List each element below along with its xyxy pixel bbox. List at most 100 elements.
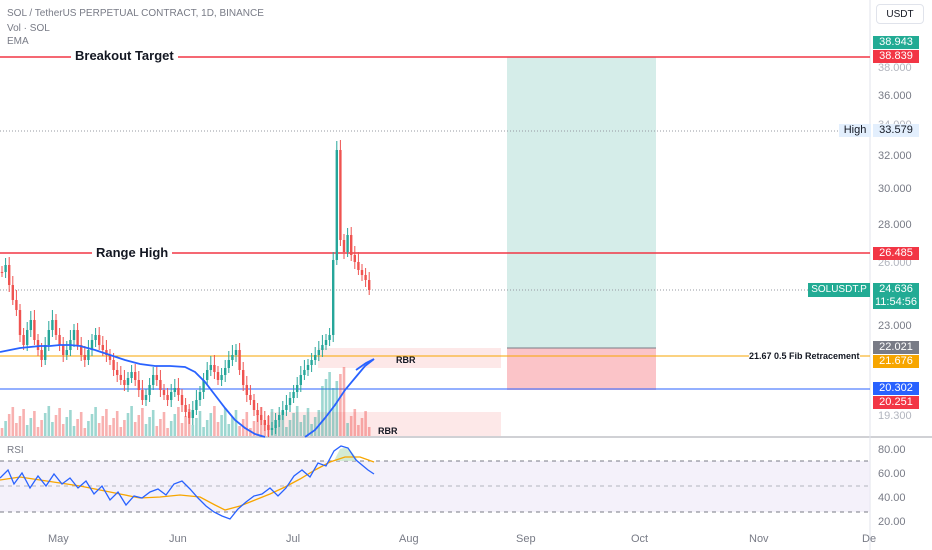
volume-bar bbox=[313, 417, 317, 436]
candle-body bbox=[51, 320, 54, 330]
candle-body bbox=[65, 350, 68, 355]
candle-body bbox=[310, 360, 313, 365]
high-label: High bbox=[839, 124, 871, 137]
candle-body bbox=[76, 330, 79, 345]
candle-body bbox=[278, 415, 281, 420]
candle-body bbox=[270, 428, 274, 430]
volume-bar bbox=[299, 422, 303, 436]
candle-body bbox=[335, 150, 338, 260]
volume-bar bbox=[256, 414, 259, 436]
volume-bar bbox=[335, 381, 339, 436]
volume-bar bbox=[205, 420, 209, 436]
volume-bar bbox=[43, 413, 47, 436]
candle-body bbox=[209, 365, 212, 370]
price-tick: 38.000 bbox=[878, 62, 912, 74]
candle-body bbox=[98, 335, 101, 345]
volume-bar bbox=[141, 408, 144, 436]
volume-bar bbox=[317, 410, 321, 436]
rsi-tick: 60.00 bbox=[878, 468, 906, 480]
rbr-arrow bbox=[355, 358, 375, 371]
volume-bar bbox=[310, 424, 313, 436]
candle-body bbox=[224, 368, 227, 375]
candle-body bbox=[137, 380, 140, 390]
candle-body bbox=[130, 372, 133, 378]
volume-bar bbox=[115, 411, 119, 436]
volume-bar bbox=[4, 421, 7, 436]
candle-body bbox=[296, 385, 299, 392]
candle-body bbox=[62, 345, 65, 355]
candle-body bbox=[108, 355, 112, 360]
candle-body bbox=[231, 355, 234, 360]
range-high-badge: 26.485 bbox=[873, 247, 919, 260]
volume-bar bbox=[213, 406, 216, 436]
volume-bar bbox=[40, 420, 43, 436]
candle-body bbox=[285, 405, 288, 410]
candle-body bbox=[353, 255, 356, 262]
volume-bar bbox=[83, 428, 87, 436]
price-tick: 30.000 bbox=[878, 183, 912, 195]
candle-body bbox=[252, 400, 256, 410]
volume-bar bbox=[94, 407, 97, 436]
candle-body bbox=[80, 345, 83, 355]
candle-body bbox=[4, 265, 7, 272]
candle-body bbox=[202, 380, 205, 392]
candle-body bbox=[198, 392, 202, 400]
volume-bar bbox=[209, 413, 213, 436]
volume-bar bbox=[342, 367, 346, 436]
candle-body bbox=[119, 375, 122, 380]
candle-body bbox=[317, 350, 320, 355]
volume-bar bbox=[47, 406, 51, 436]
candle-body bbox=[368, 280, 371, 290]
volume-bar bbox=[133, 422, 137, 436]
candle-body bbox=[44, 345, 47, 360]
candle-body bbox=[249, 395, 252, 400]
candle-body bbox=[101, 345, 104, 350]
rsi-label[interactable]: RSI bbox=[7, 445, 24, 456]
fib-top-badge: 22.021 bbox=[873, 341, 919, 354]
rsi-tick: 80.00 bbox=[878, 444, 906, 456]
candle-body bbox=[144, 395, 148, 400]
rbr-label-lower: RBR bbox=[378, 426, 398, 436]
time-label: Jun bbox=[169, 533, 187, 545]
candle-body bbox=[29, 320, 32, 330]
currency-button[interactable]: USDT bbox=[876, 4, 924, 24]
candle-body bbox=[281, 410, 284, 415]
ema-indicator-label[interactable]: EMA bbox=[7, 36, 29, 47]
volume-bar bbox=[202, 427, 205, 436]
candle-body bbox=[321, 345, 324, 350]
volume-bar bbox=[281, 411, 285, 436]
volume-bar bbox=[360, 418, 364, 436]
volume-bar bbox=[367, 427, 371, 436]
volume-bar bbox=[69, 410, 72, 436]
breakout-target-label: Breakout Target bbox=[71, 48, 178, 63]
candle-body bbox=[152, 375, 155, 385]
candle-body bbox=[105, 350, 108, 355]
candle-body bbox=[360, 270, 364, 275]
candle-body bbox=[36, 340, 40, 350]
candle-body bbox=[357, 262, 360, 270]
volume-bar bbox=[54, 415, 58, 436]
time-label: Aug bbox=[399, 533, 419, 545]
volume-bar bbox=[295, 406, 299, 436]
volume-bar bbox=[29, 418, 33, 436]
candle-body bbox=[141, 390, 144, 400]
volume-bar bbox=[148, 417, 151, 436]
candle-body bbox=[18, 310, 22, 335]
volume-bar bbox=[119, 427, 123, 436]
price-tick: 23.000 bbox=[878, 320, 912, 332]
candle-body bbox=[177, 388, 180, 395]
candle-body bbox=[220, 375, 223, 380]
candle-body bbox=[227, 360, 230, 368]
volume-bar bbox=[25, 425, 29, 436]
price-tick: 26.000 bbox=[878, 257, 912, 269]
volume-bar bbox=[22, 409, 25, 436]
volume-bar bbox=[166, 428, 169, 436]
volume-bar bbox=[7, 414, 11, 436]
target-zone bbox=[507, 57, 656, 348]
support-top-badge: 20.302 bbox=[873, 382, 919, 395]
volume-indicator-label[interactable]: Vol · SOL bbox=[7, 23, 50, 34]
volume-bar bbox=[216, 422, 220, 436]
volume-bar bbox=[331, 388, 335, 436]
time-label: Sep bbox=[516, 533, 536, 545]
